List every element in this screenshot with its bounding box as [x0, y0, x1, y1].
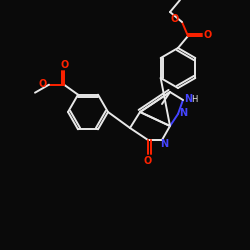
Text: O: O [144, 156, 152, 166]
Text: O: O [61, 60, 69, 70]
Text: O: O [204, 30, 212, 40]
Text: N: N [184, 94, 192, 104]
Text: N: N [179, 108, 187, 118]
Text: N: N [160, 139, 168, 149]
Text: O: O [171, 14, 179, 24]
Text: H: H [191, 94, 197, 104]
Text: O: O [39, 79, 47, 89]
